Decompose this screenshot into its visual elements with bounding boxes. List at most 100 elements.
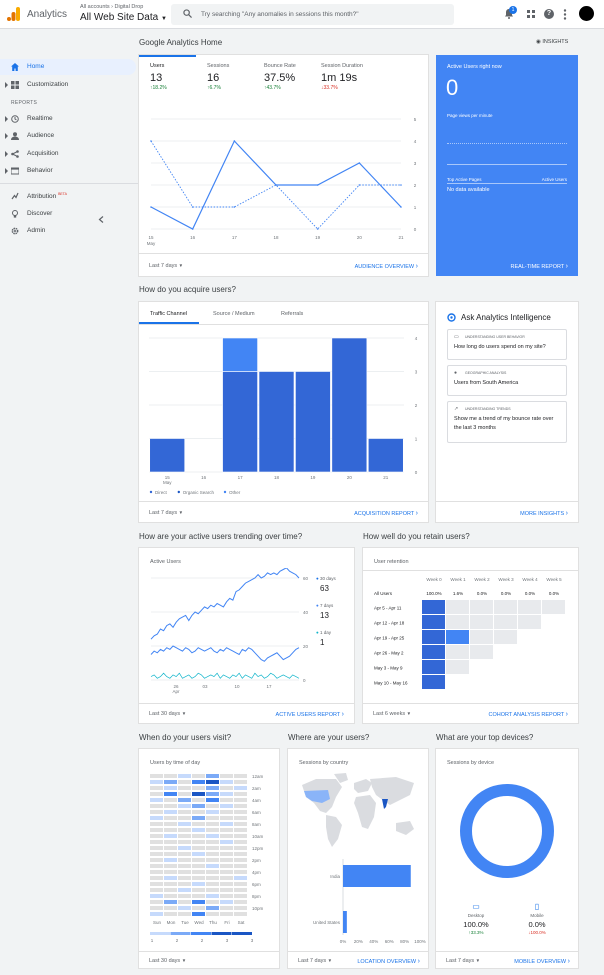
- heatmap-cell[interactable]: [178, 876, 191, 880]
- retention-cell[interactable]: [470, 615, 493, 629]
- heatmap-cell[interactable]: [178, 822, 191, 826]
- heatmap-cell[interactable]: [192, 840, 205, 844]
- heatmap-cell[interactable]: [220, 780, 233, 784]
- heatmap-cell[interactable]: [150, 822, 163, 826]
- retention-cell[interactable]: [422, 615, 445, 629]
- heatmap-cell[interactable]: [234, 912, 247, 916]
- heatmap-cell[interactable]: [234, 894, 247, 898]
- heatmap-cell[interactable]: [178, 912, 191, 916]
- heatmap-cell[interactable]: [178, 810, 191, 814]
- heatmap-cell[interactable]: [150, 798, 163, 802]
- heatmap-cell[interactable]: [164, 858, 177, 862]
- heatmap-cell[interactable]: [178, 858, 191, 862]
- insight-question-card[interactable]: ▭ UNDERSTANDING USER BEHAVIOR How long do …: [447, 329, 567, 360]
- apps-grid-icon[interactable]: [527, 10, 535, 18]
- heatmap-cell[interactable]: [164, 834, 177, 838]
- heatmap-cell[interactable]: [206, 786, 219, 790]
- heatmap-cell[interactable]: [164, 840, 177, 844]
- heatmap-cell[interactable]: [206, 894, 219, 898]
- acquisition-report-link[interactable]: ACQUISITION REPORT ›: [354, 510, 418, 517]
- nav-admin[interactable]: Admin: [0, 223, 138, 239]
- heatmap-cell[interactable]: [192, 828, 205, 832]
- heatmap-cell[interactable]: [164, 894, 177, 898]
- heatmap-cell[interactable]: [192, 864, 205, 868]
- heatmap-cell[interactable]: [206, 810, 219, 814]
- heatmap-cell[interactable]: [192, 798, 205, 802]
- nav-audience[interactable]: Audience: [0, 128, 138, 144]
- country-bar[interactable]: [343, 911, 347, 933]
- heatmap-cell[interactable]: [150, 810, 163, 814]
- realtime-report-link[interactable]: REAL-TIME REPORT ›: [510, 263, 568, 270]
- heatmap-cell[interactable]: [220, 822, 233, 826]
- retention-cell[interactable]: [422, 600, 445, 614]
- heatmap-cell[interactable]: [206, 888, 219, 892]
- heatmap-cell[interactable]: [150, 864, 163, 868]
- heatmap-cell[interactable]: [164, 852, 177, 856]
- heatmap-cell[interactable]: [206, 834, 219, 838]
- heatmap-cell[interactable]: [234, 774, 247, 778]
- heatmap-cell[interactable]: [192, 900, 205, 904]
- heatmap-cell[interactable]: [150, 786, 163, 790]
- mobile-overview-link[interactable]: MOBILE OVERVIEW ›: [514, 958, 570, 965]
- heatmap-cell[interactable]: [206, 870, 219, 874]
- heatmap-cell[interactable]: [234, 870, 247, 874]
- heatmap-cell[interactable]: [192, 810, 205, 814]
- retention-cell[interactable]: [446, 645, 469, 659]
- heatmap-cell[interactable]: [150, 858, 163, 862]
- heatmap-cell[interactable]: [234, 822, 247, 826]
- nav-discover[interactable]: Discover: [0, 206, 138, 222]
- heatmap-cell[interactable]: [150, 792, 163, 796]
- heatmap-cell[interactable]: [150, 906, 163, 910]
- bar-direct[interactable]: [222, 371, 258, 473]
- retention-cell[interactable]: [494, 615, 517, 629]
- heatmap-cell[interactable]: [206, 846, 219, 850]
- bar-direct[interactable]: [258, 371, 295, 473]
- date-range-selector[interactable]: Last 7 days ▼: [298, 958, 333, 964]
- retention-cell[interactable]: [446, 600, 469, 614]
- heatmap-cell[interactable]: [206, 876, 219, 880]
- heatmap-cell[interactable]: [150, 804, 163, 808]
- heatmap-cell[interactable]: [150, 816, 163, 820]
- metric-bounce-rate[interactable]: Bounce Rate 37.5% ↑43.7%: [264, 63, 319, 91]
- heatmap-cell[interactable]: [192, 822, 205, 826]
- heatmap-cell[interactable]: [206, 840, 219, 844]
- heatmap-cell[interactable]: [192, 912, 205, 916]
- heatmap-cell[interactable]: [150, 912, 163, 916]
- heatmap-cell[interactable]: [234, 906, 247, 910]
- heatmap-cell[interactable]: [234, 804, 247, 808]
- heatmap-cell[interactable]: [220, 828, 233, 832]
- heatmap-cell[interactable]: [220, 834, 233, 838]
- account-avatar[interactable]: [579, 6, 594, 21]
- heatmap-cell[interactable]: [220, 858, 233, 862]
- heatmap-cell[interactable]: [164, 816, 177, 820]
- heatmap-cell[interactable]: [150, 780, 163, 784]
- retention-cell[interactable]: [518, 615, 541, 629]
- heatmap-cell[interactable]: [164, 864, 177, 868]
- heatmap-cell[interactable]: [178, 846, 191, 850]
- heatmap-cell[interactable]: [220, 870, 233, 874]
- metric-session-duration[interactable]: Session Duration 1m 19s ↓33.7%: [321, 63, 376, 91]
- heatmap-cell[interactable]: [234, 900, 247, 904]
- heatmap-cell[interactable]: [164, 780, 177, 784]
- heatmap-cell[interactable]: [178, 828, 191, 832]
- heatmap-cell[interactable]: [234, 846, 247, 850]
- heatmap-cell[interactable]: [192, 792, 205, 796]
- heatmap-cell[interactable]: [234, 876, 247, 880]
- heatmap-cell[interactable]: [164, 846, 177, 850]
- heatmap-cell[interactable]: [220, 894, 233, 898]
- heatmap-cell[interactable]: [206, 906, 219, 910]
- heatmap-cell[interactable]: [150, 900, 163, 904]
- retention-cell[interactable]: [446, 660, 469, 674]
- heatmap-cell[interactable]: [220, 852, 233, 856]
- heatmap-cell[interactable]: [192, 894, 205, 898]
- heatmap-cell[interactable]: [206, 792, 219, 796]
- heatmap-cell[interactable]: [164, 888, 177, 892]
- heatmap-cell[interactable]: [178, 834, 191, 838]
- heatmap-cell[interactable]: [192, 774, 205, 778]
- heatmap-cell[interactable]: [150, 870, 163, 874]
- heatmap-cell[interactable]: [178, 816, 191, 820]
- heatmap-cell[interactable]: [178, 780, 191, 784]
- date-range-selector[interactable]: Last 30 days ▼: [149, 711, 187, 717]
- heatmap-cell[interactable]: [206, 780, 219, 784]
- heatmap-cell[interactable]: [220, 804, 233, 808]
